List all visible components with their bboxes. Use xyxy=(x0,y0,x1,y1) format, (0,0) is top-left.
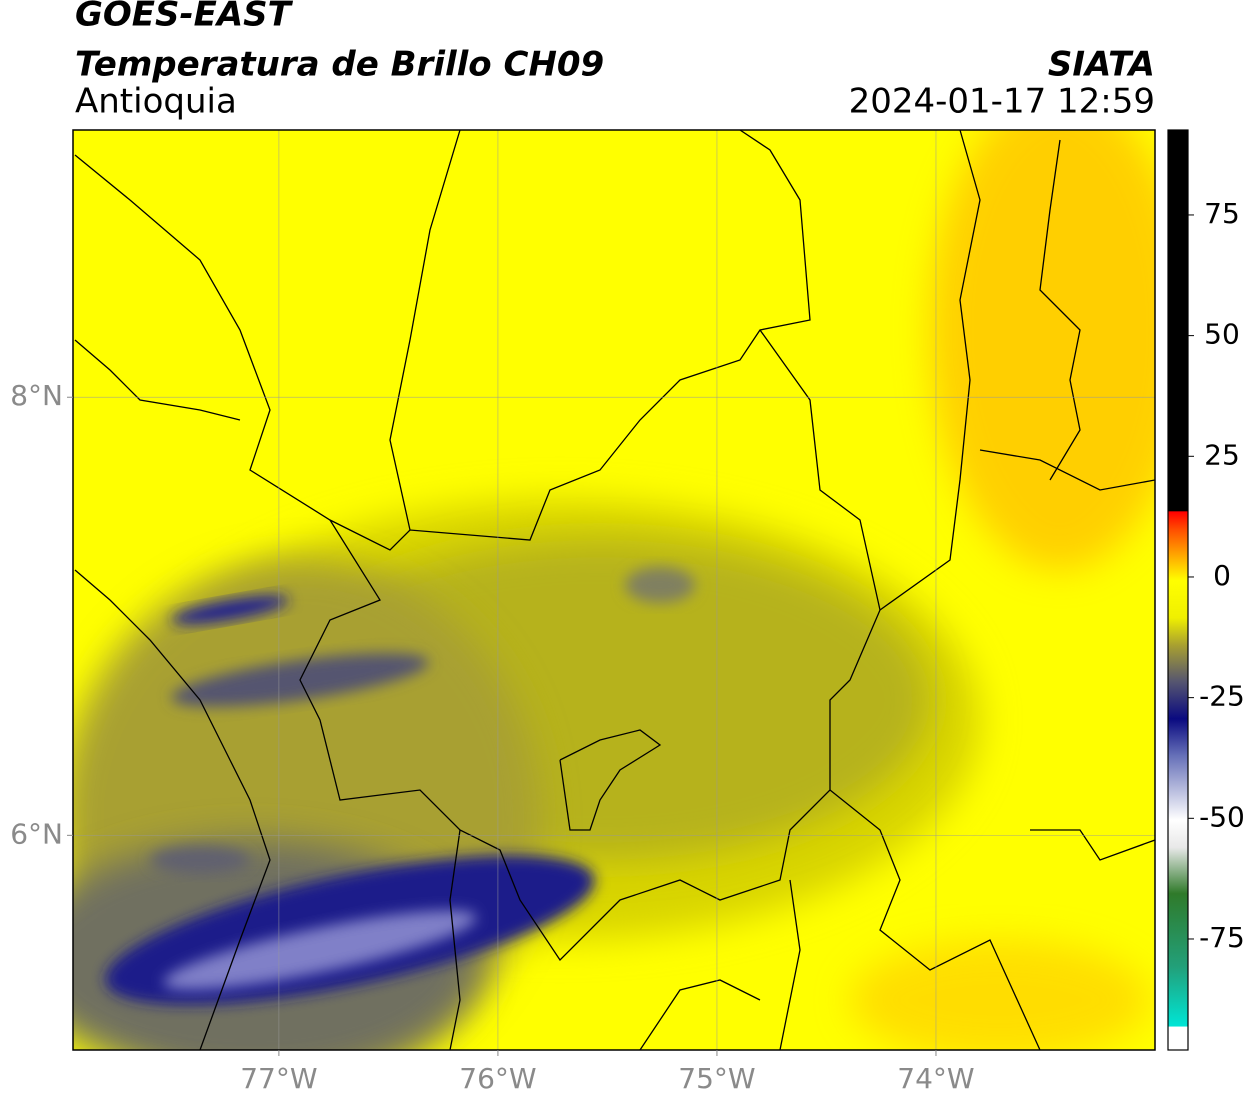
title: GOES-EAST xyxy=(75,0,294,35)
y-tick-label: 8°N xyxy=(10,379,63,412)
datetime: 2024-01-17 12:59 xyxy=(849,82,1155,122)
colorbar-tick-label: -50 xyxy=(1199,800,1245,833)
colorbar-tick-label: 25 xyxy=(1204,438,1240,471)
colorbar xyxy=(1167,129,1189,1051)
x-tick-label: 76°W xyxy=(459,1062,536,1095)
colorbar-tick-label: 0 xyxy=(1213,559,1231,592)
colorbar-tick-label: -25 xyxy=(1199,680,1245,713)
x-tick-label: 74°W xyxy=(897,1062,974,1095)
x-tick-label: 77°W xyxy=(240,1062,317,1095)
subtitle: Temperatura de Brillo CH09 xyxy=(75,45,604,85)
x-tick-label: 75°W xyxy=(678,1062,755,1095)
y-tick-label: 6°N xyxy=(10,817,63,850)
region: Antioquia xyxy=(75,82,237,122)
source: SIATA xyxy=(1048,45,1155,85)
colorbar-tick-label: 50 xyxy=(1204,318,1240,351)
map-frame xyxy=(72,129,1156,1051)
colorbar-tick-label: -75 xyxy=(1199,921,1245,954)
colorbar-tick-label: 75 xyxy=(1204,197,1240,230)
graticule xyxy=(73,130,1155,1050)
map-field xyxy=(73,130,1155,1050)
